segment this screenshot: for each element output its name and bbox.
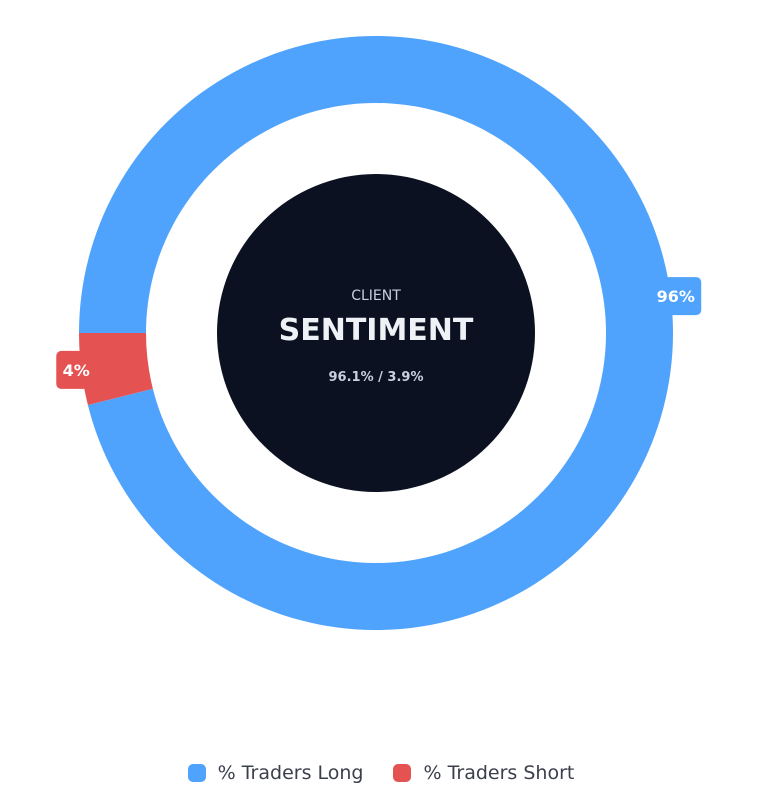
data-label-bg xyxy=(56,350,97,389)
legend-label-short: % Traders Short xyxy=(423,762,575,784)
data-label-bg xyxy=(650,277,702,316)
data-label-long: 96% xyxy=(650,277,702,316)
center-title: SENTIMENT xyxy=(279,313,474,348)
legend: % Traders Long % Traders Short xyxy=(0,762,762,784)
center-subtitle: 96.1% / 3.9% xyxy=(329,370,424,385)
center-kicker: CLIENT xyxy=(351,288,401,304)
data-label-text: 4% xyxy=(63,361,90,380)
slice-short[interactable] xyxy=(79,333,153,406)
legend-item-short[interactable]: % Traders Short xyxy=(393,762,574,784)
legend-swatch-long xyxy=(187,764,206,782)
legend-item-long[interactable]: % Traders Long xyxy=(187,762,364,784)
data-label-text: 96% xyxy=(657,287,695,306)
legend-label-long: % Traders Long xyxy=(217,762,364,784)
data-label-short: 4% xyxy=(56,350,97,389)
legend-swatch-short xyxy=(393,764,412,782)
center-disc xyxy=(217,174,535,492)
